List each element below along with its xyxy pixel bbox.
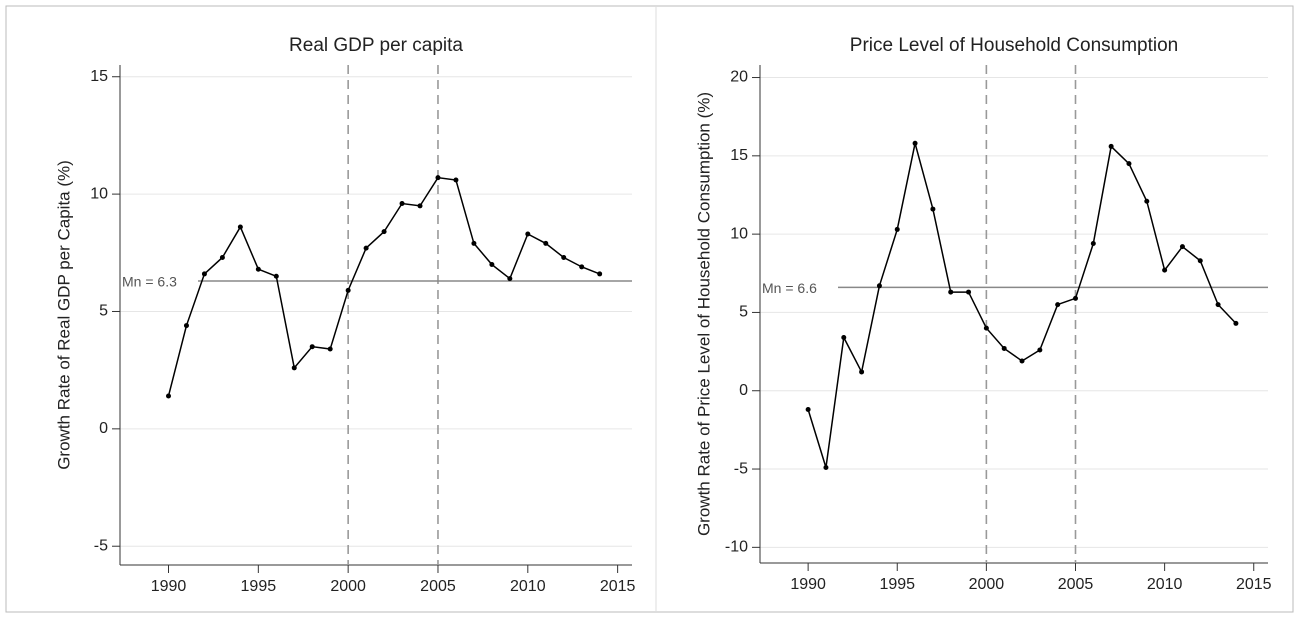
- y-tick-label: 5: [99, 303, 108, 320]
- data-point: [237, 224, 243, 230]
- data-point: [948, 289, 954, 295]
- y-tick-label: -5: [734, 460, 748, 477]
- x-tick-label: 2010: [1147, 576, 1183, 593]
- data-point: [471, 240, 477, 246]
- x-tick-label: 2010: [510, 578, 546, 595]
- data-point: [435, 175, 441, 181]
- data-point: [1215, 302, 1221, 308]
- x-tick-label: 1990: [790, 576, 826, 593]
- mean-label: Mn = 6.6: [762, 280, 817, 296]
- data-point: [543, 240, 549, 246]
- data-point: [841, 334, 847, 340]
- y-tick-label: -5: [94, 537, 108, 554]
- data-point: [399, 200, 405, 206]
- data-point: [327, 346, 333, 352]
- y-tick-label: -10: [725, 539, 748, 556]
- chart-title: Real GDP per capita: [289, 35, 463, 56]
- y-tick-label: 0: [739, 382, 748, 399]
- frame: [5, 5, 1294, 613]
- data-point: [453, 177, 459, 183]
- data-point: [525, 231, 531, 237]
- x-tick-label: 2015: [1236, 576, 1272, 593]
- data-point: [183, 323, 189, 329]
- data-point: [561, 254, 567, 260]
- data-point: [876, 283, 882, 289]
- data-point: [1019, 358, 1025, 364]
- data-point: [1072, 295, 1078, 301]
- data-point: [1108, 143, 1114, 149]
- y-tick-label: 15: [730, 147, 748, 164]
- data-point: [823, 464, 829, 470]
- data-point: [291, 365, 297, 371]
- y-axis-label: Growth Rate of Price Level of Household …: [694, 92, 713, 536]
- data-point: [1162, 267, 1168, 273]
- data-point: [859, 369, 865, 375]
- data-point: [1233, 320, 1239, 326]
- chart-title: Price Level of Household Consumption: [850, 35, 1178, 56]
- data-point: [894, 226, 900, 232]
- data-point: [1055, 302, 1061, 308]
- x-tick-label: 1990: [151, 578, 187, 595]
- y-tick-label: 15: [90, 68, 108, 85]
- data-point: [255, 266, 261, 272]
- data-point: [1037, 347, 1043, 353]
- y-axis-label: Growth Rate of Real GDP per Capita (%): [54, 160, 73, 470]
- data-point: [1126, 161, 1132, 167]
- y-tick-label: 5: [739, 304, 748, 321]
- y-tick-label: 10: [730, 225, 748, 242]
- data-point: [805, 407, 811, 413]
- x-tick-label: 1995: [879, 576, 915, 593]
- y-tick-label: 0: [99, 420, 108, 437]
- mean-label: Mn = 6.3: [122, 274, 177, 290]
- data-point: [1001, 345, 1007, 351]
- data-point: [966, 289, 972, 295]
- data-point: [1179, 244, 1185, 250]
- x-tick-label: 1995: [241, 578, 277, 595]
- data-point: [219, 254, 225, 260]
- data-point: [1144, 198, 1150, 204]
- data-point: [201, 271, 207, 277]
- data-point: [417, 203, 423, 209]
- data-point: [983, 325, 989, 331]
- data-point: [273, 273, 279, 279]
- data-point: [912, 140, 918, 146]
- x-tick-label: 2005: [1058, 576, 1094, 593]
- y-tick-label: 20: [730, 69, 748, 86]
- data-point: [597, 271, 603, 277]
- data-point: [1090, 241, 1096, 247]
- x-tick-label: 2015: [600, 578, 636, 595]
- data-point: [309, 344, 315, 350]
- data-point: [489, 262, 495, 268]
- data-point: [363, 245, 369, 251]
- x-tick-label: 2000: [969, 576, 1005, 593]
- data-point: [579, 264, 585, 270]
- data-point: [930, 206, 936, 212]
- data-point: [1197, 258, 1203, 264]
- x-tick-label: 2005: [420, 578, 456, 595]
- y-tick-label: 10: [90, 185, 108, 202]
- data-point: [507, 276, 513, 282]
- data-point: [345, 287, 351, 293]
- data-point: [381, 229, 387, 235]
- x-tick-label: 2000: [330, 578, 366, 595]
- data-point: [166, 393, 172, 399]
